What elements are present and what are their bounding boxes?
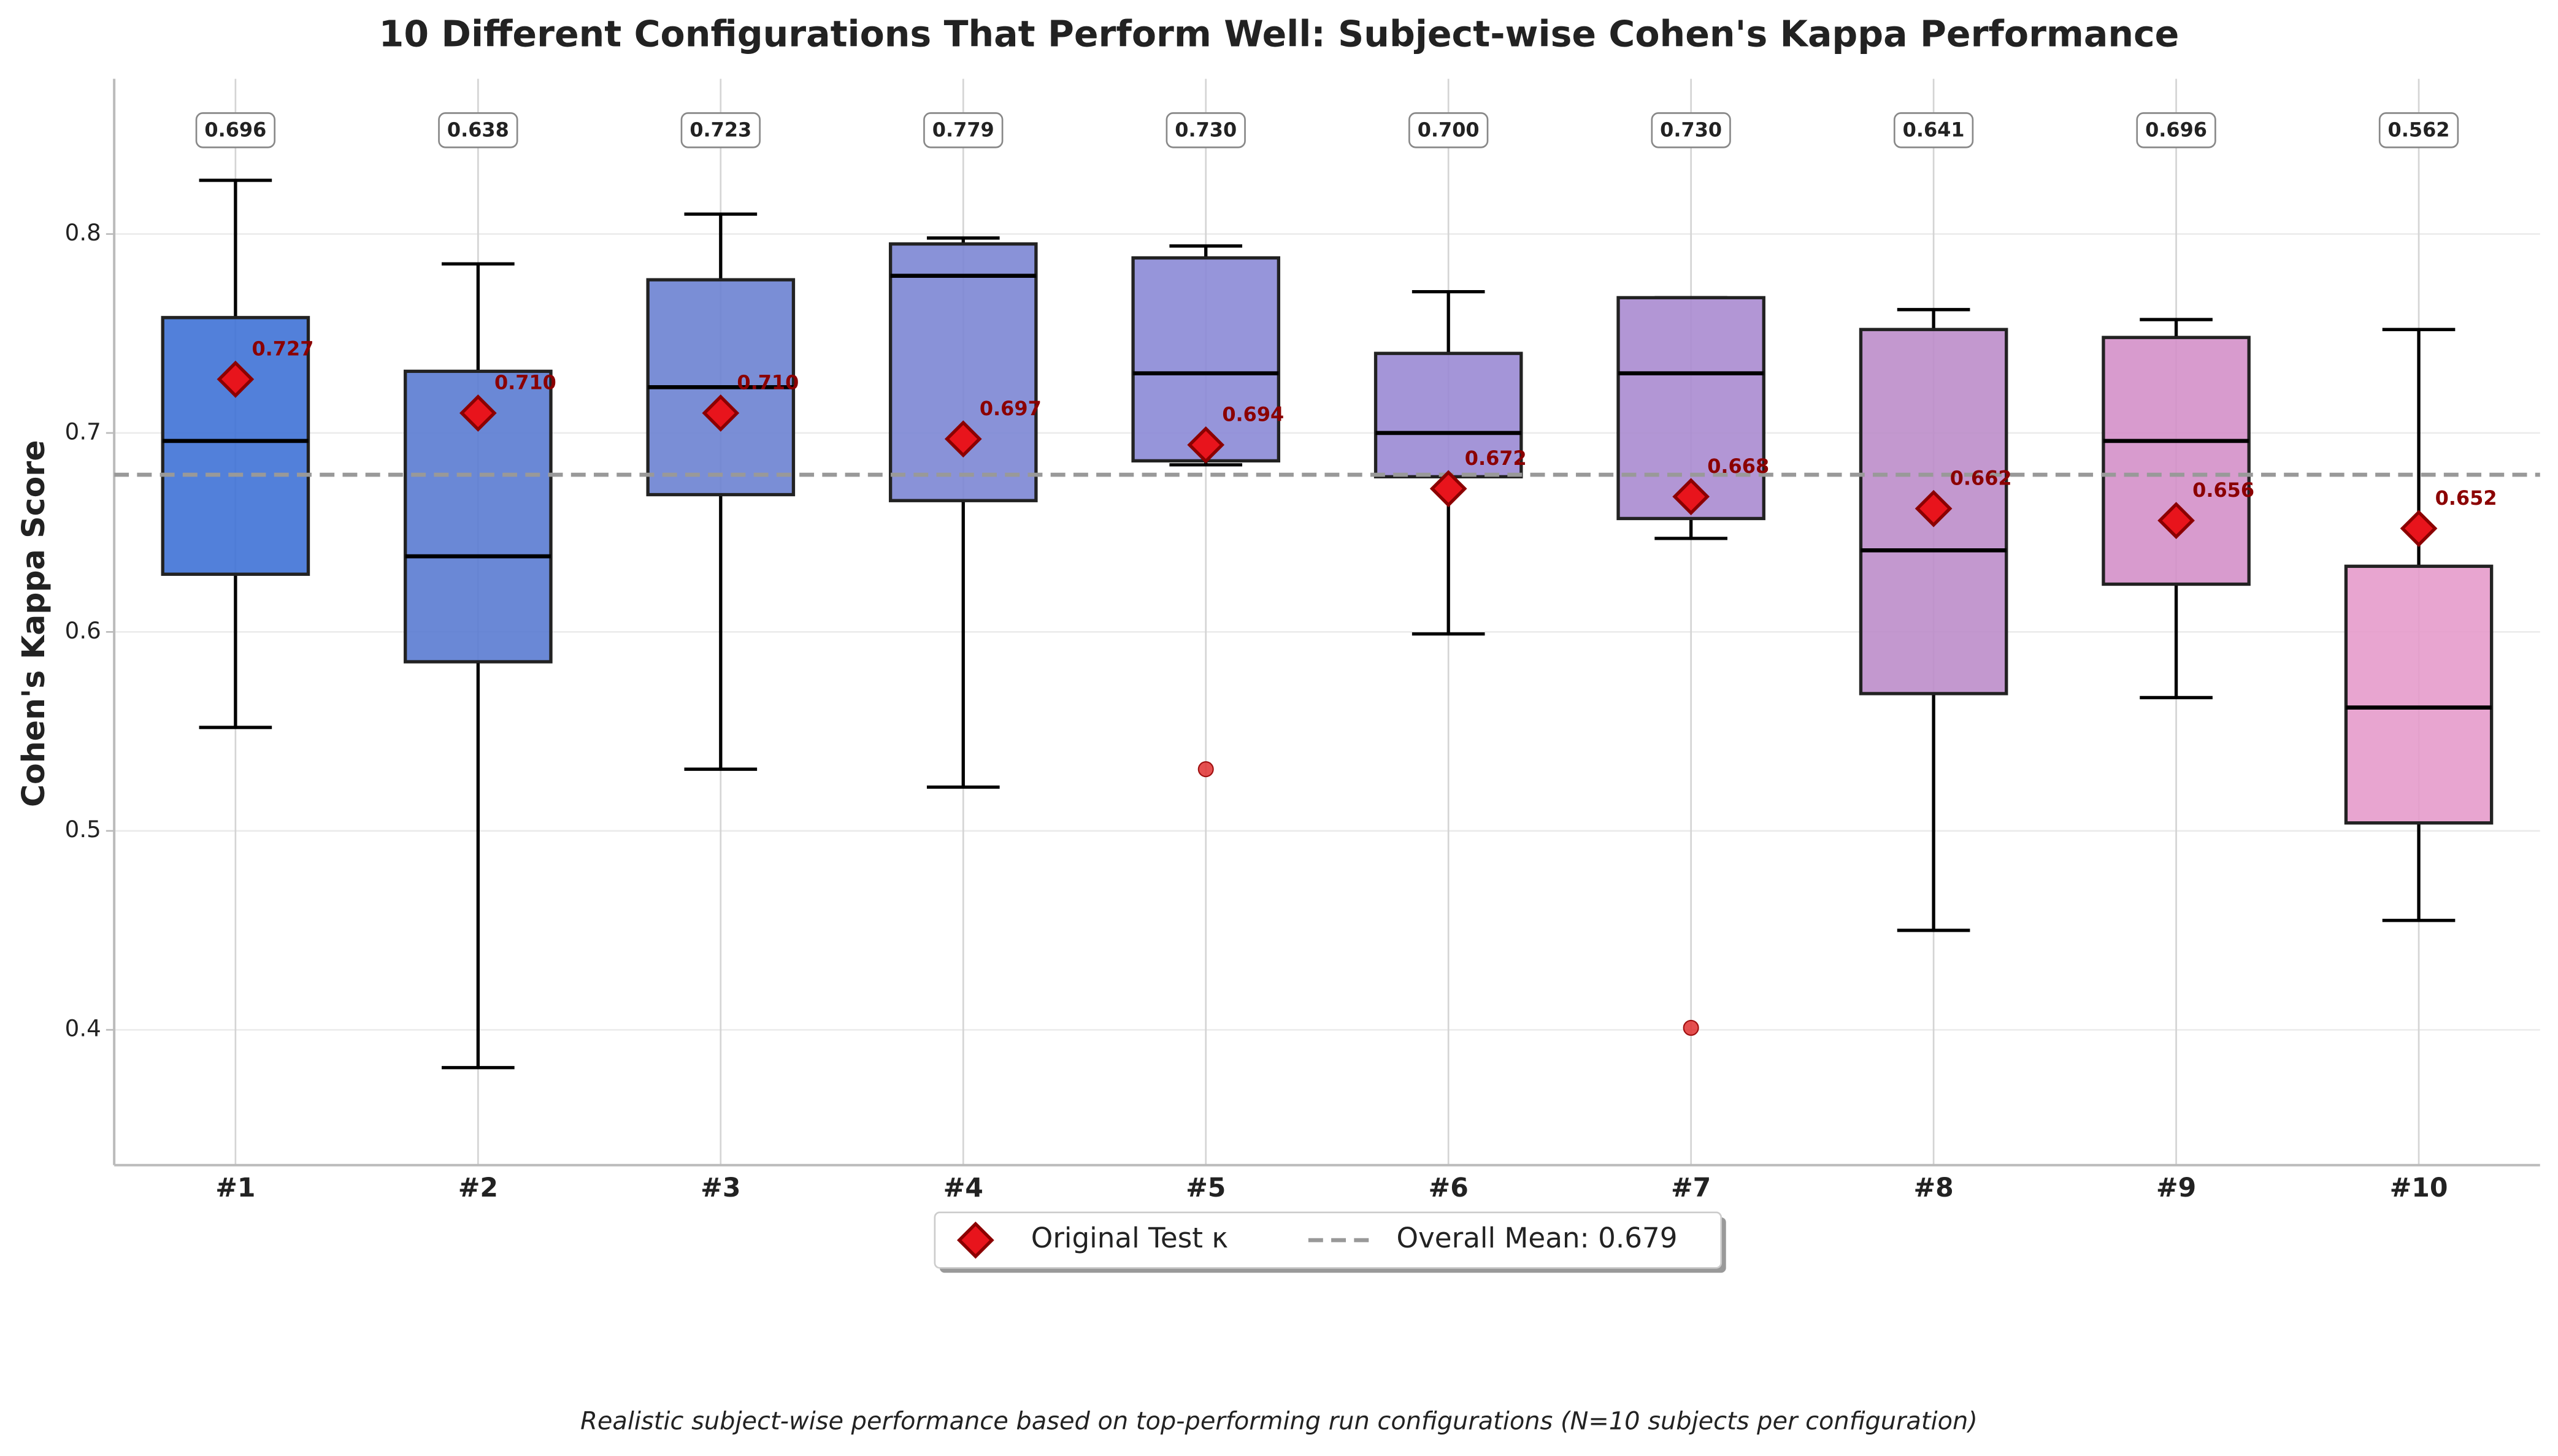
mean-marker (2400, 510, 2438, 548)
x-tick-label: #1 (215, 1173, 255, 1203)
mean-label: 0.672 (1465, 446, 1527, 470)
median-label-box (2378, 112, 2459, 148)
mean-label: 0.668 (1707, 454, 1769, 478)
mean-label: 0.710 (494, 371, 556, 394)
x-tick-label: #4 (943, 1173, 983, 1203)
mean-label: 0.662 (1950, 466, 2012, 489)
mean-marker (1429, 470, 1467, 508)
mean-label: 0.697 (980, 397, 1042, 420)
x-tick-label: #5 (1186, 1173, 1226, 1203)
x-tick-label: #9 (2156, 1173, 2196, 1203)
y-tick-label: 0.8 (65, 219, 101, 246)
box (161, 316, 310, 576)
median-label: 0.730 (1660, 118, 1722, 142)
box (404, 369, 553, 664)
mean-marker (1187, 426, 1225, 464)
x-tick-label: #2 (458, 1173, 498, 1203)
y-tick-label: 0.6 (65, 617, 101, 644)
legend-marker (956, 1221, 994, 1259)
y-tick-label: 0.7 (65, 418, 101, 445)
x-tick-label: #6 (1429, 1173, 1469, 1203)
median-label: 0.700 (1418, 118, 1480, 142)
median-label-box (1651, 112, 1731, 148)
mean-label: 0.656 (2192, 478, 2254, 502)
median-label: 0.641 (1903, 118, 1965, 142)
median-label: 0.562 (2388, 118, 2450, 142)
mean-marker (1672, 478, 1710, 516)
mean-marker (944, 420, 982, 458)
x-tick-label: #10 (2390, 1173, 2448, 1203)
mean-marker (2157, 502, 2195, 540)
median-label-box (923, 112, 1004, 148)
median-label: 0.638 (447, 118, 509, 142)
y-axis-label: Cohen's Kappa Score (15, 440, 52, 808)
median-label-box (438, 112, 518, 148)
box (888, 242, 1038, 502)
box (2344, 564, 2494, 825)
median-label: 0.730 (1175, 118, 1237, 142)
median-label: 0.723 (689, 118, 751, 142)
x-tick-label: #3 (701, 1173, 740, 1203)
legend-label: Original Test κ (1031, 1222, 1228, 1254)
legend-label: Overall Mean: 0.679 (1396, 1222, 1677, 1254)
mean-marker (1915, 489, 1953, 527)
chart-title: 10 Different Configurations That Perform… (379, 13, 2180, 55)
median-label-box (1893, 112, 1974, 148)
x-tick-label: #7 (1671, 1173, 1711, 1203)
outlier (1683, 1019, 1699, 1036)
mean-marker (702, 394, 740, 432)
footnote: Realistic subject-wise performance based… (580, 1407, 1978, 1435)
box (2102, 335, 2251, 586)
outlier (1197, 761, 1214, 778)
y-tick-label: 0.5 (65, 816, 101, 843)
median-label-box (2136, 112, 2216, 148)
mean-label: 0.652 (2435, 486, 2497, 510)
mean-marker (217, 361, 255, 398)
mean-label: 0.694 (1222, 403, 1284, 426)
median-label-box (1166, 112, 1246, 148)
y-tick-label: 0.4 (65, 1015, 101, 1042)
x-tick-label: #8 (1913, 1173, 1953, 1203)
median-label: 0.779 (932, 118, 994, 142)
legend-box (934, 1211, 1723, 1269)
mean-label: 0.727 (252, 337, 313, 361)
mean-label: 0.710 (737, 371, 799, 394)
median-label-box (1408, 112, 1489, 148)
box (1373, 351, 1523, 478)
median-label: 0.696 (2145, 118, 2207, 142)
median-label-box (680, 112, 761, 148)
median-label-box (195, 112, 276, 148)
median-label: 0.696 (204, 118, 266, 142)
mean-marker (459, 394, 497, 432)
